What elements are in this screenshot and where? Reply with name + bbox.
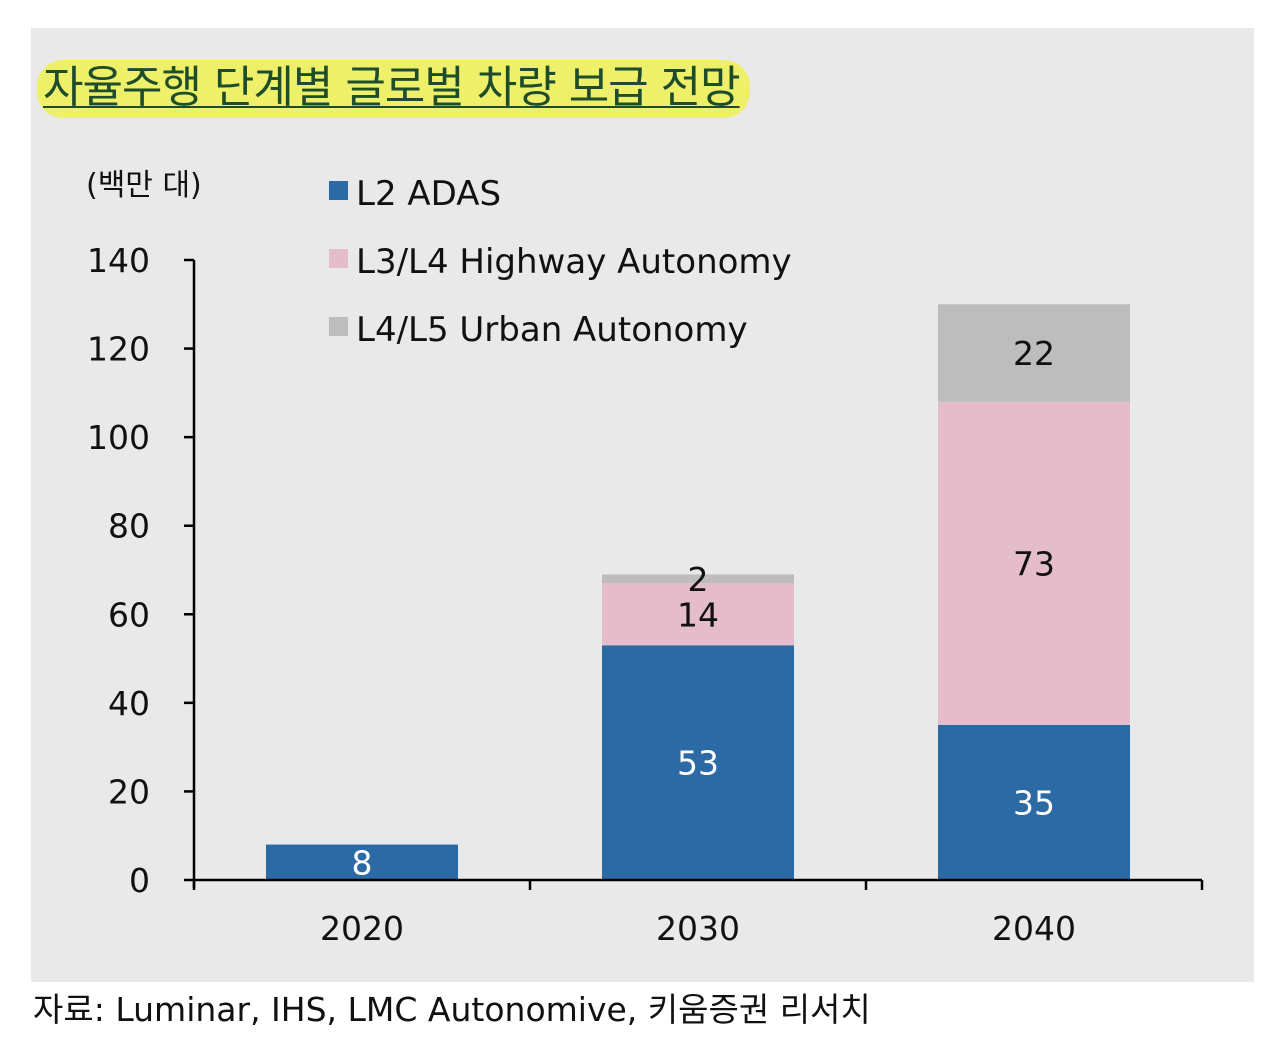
bar-2040-series-3: [938, 304, 1130, 402]
source-note: 자료: Luminar, IHS, LMC Autonomive, 키움증권 리…: [33, 990, 871, 1029]
bar-2030-series-3: [602, 574, 794, 584]
y-tick-label-0: 0: [129, 861, 150, 900]
y-tick-label-80: 80: [108, 507, 150, 546]
y-unit-label: (백만 대): [86, 168, 202, 203]
x-tick-label-2030: 2030: [656, 909, 740, 948]
data-label-2020-series-1: 8: [352, 843, 373, 882]
legend-swatch-series-2: [329, 249, 348, 268]
y-tick-label-120: 120: [87, 330, 150, 369]
title-highlight: 자율주행 단계별 글로벌 차량 보급 전망: [37, 60, 750, 118]
y-tick-label-20: 20: [108, 772, 150, 811]
chart-title: 자율주행 단계별 글로벌 차량 보급 전망: [43, 62, 741, 113]
legend-swatch-series-3: [329, 317, 348, 336]
bar-2040-series-2: [938, 401, 1130, 725]
data-label-2040-series-2: 73: [1013, 544, 1055, 583]
data-label-2040-series-3: 22: [1013, 334, 1055, 373]
data-label-2040-series-1: 35: [1013, 784, 1055, 823]
y-tick-label-40: 40: [108, 684, 150, 723]
bar-2020-series-1: [266, 844, 458, 880]
x-tick-label-2020: 2020: [320, 909, 404, 948]
bar-2040-series-1: [938, 725, 1130, 880]
bar-2030-series-2: [602, 583, 794, 646]
data-label-2030-series-1: 53: [677, 744, 719, 783]
legend-label-series-3: L4/L5 Urban Autonomy: [356, 310, 748, 350]
data-label-2030-series-3: 2: [688, 560, 709, 599]
y-tick-label-100: 100: [87, 418, 150, 457]
legend-label-series-2: L3/L4 Highway Autonomy: [356, 242, 792, 282]
legend-swatch-series-1: [329, 181, 348, 200]
legend-label-series-1: L2 ADAS: [356, 174, 501, 214]
y-tick-label-60: 60: [108, 595, 150, 634]
x-tick-label-2040: 2040: [992, 909, 1076, 948]
data-label-2030-series-2: 14: [677, 595, 719, 634]
bar-2030-series-1: [602, 645, 794, 880]
y-tick-label-140: 140: [87, 241, 150, 280]
